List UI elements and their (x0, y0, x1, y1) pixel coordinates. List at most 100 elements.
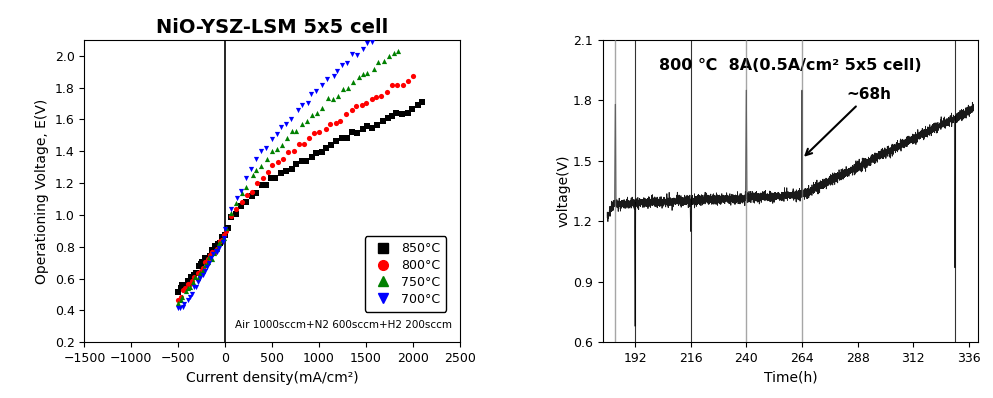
750°C (192, 270, 208, 277)
850°C (410, 101, 426, 108)
700°C (404, 3, 420, 10)
Legend: 850°C, 800°C, 750°C, 700°C: 850°C, 800°C, 750°C, 700°C (364, 236, 446, 312)
800°C (344, 107, 359, 113)
800°C (399, 77, 415, 84)
700°C (349, 52, 364, 58)
700°C (209, 248, 224, 255)
800°C (214, 236, 230, 243)
700°C (171, 304, 187, 311)
700°C (229, 195, 245, 201)
800°C (395, 82, 411, 89)
850°C (394, 111, 410, 117)
850°C (314, 148, 330, 155)
850°C (211, 241, 226, 247)
Text: Air 1000sccm+N2 600sccm+H2 200sccm: Air 1000sccm+N2 600sccm+H2 200sccm (235, 320, 453, 330)
800°C (193, 268, 209, 274)
850°C (193, 261, 209, 267)
700°C (192, 275, 208, 281)
850°C (404, 106, 420, 113)
750°C (325, 96, 341, 103)
850°C (212, 240, 227, 246)
700°C (314, 82, 330, 88)
X-axis label: Time(h): Time(h) (764, 371, 817, 384)
750°C (295, 121, 311, 127)
800°C (187, 274, 203, 280)
850°C (258, 182, 274, 188)
850°C (184, 274, 200, 280)
850°C (298, 158, 314, 164)
850°C (238, 199, 254, 205)
750°C (359, 70, 375, 76)
800°C (228, 205, 244, 212)
700°C (186, 284, 202, 291)
800°C (259, 169, 275, 176)
750°C (300, 117, 316, 124)
800°C (239, 192, 255, 198)
800°C (244, 189, 260, 195)
800°C (175, 287, 191, 293)
700°C (409, 0, 425, 6)
800°C (339, 110, 355, 117)
750°C (210, 246, 225, 252)
800°C (373, 93, 389, 99)
850°C (263, 175, 279, 181)
850°C (267, 175, 283, 181)
800°C (363, 96, 379, 102)
800°C (349, 103, 364, 109)
700°C (294, 101, 310, 108)
850°C (355, 126, 370, 133)
850°C (359, 123, 375, 129)
850°C (189, 270, 205, 276)
750°C (175, 294, 191, 300)
750°C (279, 135, 295, 141)
700°C (182, 293, 198, 300)
700°C (216, 235, 232, 241)
850°C (208, 243, 223, 250)
700°C (300, 100, 316, 106)
750°C (202, 254, 217, 260)
700°C (253, 148, 269, 154)
700°C (355, 46, 370, 53)
700°C (214, 238, 230, 245)
800°C (249, 179, 265, 186)
750°C (335, 86, 351, 93)
700°C (206, 251, 221, 258)
850°C (194, 258, 210, 265)
850°C (329, 137, 345, 144)
850°C (233, 203, 249, 209)
750°C (253, 163, 269, 169)
850°C (340, 135, 355, 141)
700°C (273, 124, 289, 130)
700°C (374, 28, 390, 35)
800°C (405, 72, 421, 79)
800°C (318, 125, 334, 132)
800°C (301, 135, 317, 141)
750°C (288, 128, 304, 134)
750°C (205, 256, 220, 262)
800°C (216, 232, 232, 238)
750°C (330, 92, 346, 99)
850°C (379, 115, 395, 121)
700°C (180, 297, 196, 304)
800°C (173, 294, 189, 300)
750°C (211, 240, 226, 246)
800°C (296, 140, 312, 147)
800°C (368, 94, 384, 101)
750°C (351, 74, 366, 80)
850°C (199, 255, 214, 261)
700°C (264, 136, 280, 142)
Text: ~68h: ~68h (805, 87, 891, 155)
800°C (202, 252, 217, 259)
750°C (244, 172, 260, 179)
800°C (333, 117, 349, 124)
750°C (187, 274, 203, 280)
850°C (334, 135, 350, 141)
700°C (238, 175, 254, 181)
850°C (177, 283, 193, 289)
700°C (217, 226, 233, 232)
750°C (366, 66, 382, 72)
700°C (390, 16, 406, 23)
850°C (182, 279, 198, 286)
700°C (177, 301, 193, 307)
800°C (195, 264, 211, 271)
